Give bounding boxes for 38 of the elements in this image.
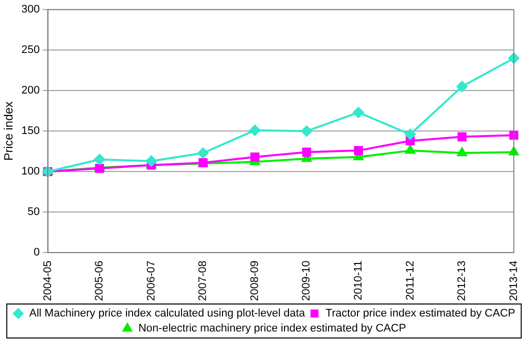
point — [354, 146, 363, 156]
point — [94, 154, 106, 165]
point — [250, 152, 260, 162]
y-tick-label: 50 — [28, 206, 40, 218]
point — [456, 81, 468, 92]
point — [95, 164, 104, 173]
point — [301, 126, 312, 137]
legend-label: Tractor price index estimated by CACP — [326, 308, 516, 320]
y-axis-title: Price index — [2, 101, 16, 161]
legend-label: All Machinery price index calculated using plot-level data — [29, 308, 306, 320]
x-tick-label: 2006-07 — [145, 260, 158, 302]
point — [352, 106, 364, 118]
y-tick-label: 300 — [21, 4, 40, 16]
point — [146, 156, 157, 167]
point — [198, 147, 209, 158]
y-tick-label: 150 — [21, 125, 40, 138]
x-tick-label: 2005-06 — [94, 260, 106, 302]
y-tick-label: 200 — [21, 84, 40, 97]
x-tick-label: 2008-09 — [248, 260, 261, 302]
point — [508, 146, 519, 156]
point — [405, 145, 416, 154]
x-tick-label: 2013-14 — [508, 260, 520, 302]
x-tick-label: 2010-11 — [352, 260, 364, 300]
y-tick-label: 0 — [34, 246, 40, 259]
y-tick-label: 250 — [21, 44, 40, 56]
point — [302, 148, 312, 157]
point — [457, 147, 467, 156]
point — [457, 132, 467, 142]
point — [249, 124, 260, 136]
x-tick-label: 2004-05 — [42, 260, 54, 302]
x-tick-label: 2012-13 — [456, 260, 468, 302]
point — [509, 130, 518, 140]
legend-label: Non-electric machinery price index estimated by CACP — [138, 322, 406, 335]
x-tick-label: 2009-10 — [300, 260, 313, 302]
y-tick-label: 100 — [21, 166, 40, 178]
x-tick-label: 2007-08 — [197, 260, 210, 302]
x-tick-label: 2011-12 — [404, 260, 416, 300]
point — [404, 128, 416, 140]
